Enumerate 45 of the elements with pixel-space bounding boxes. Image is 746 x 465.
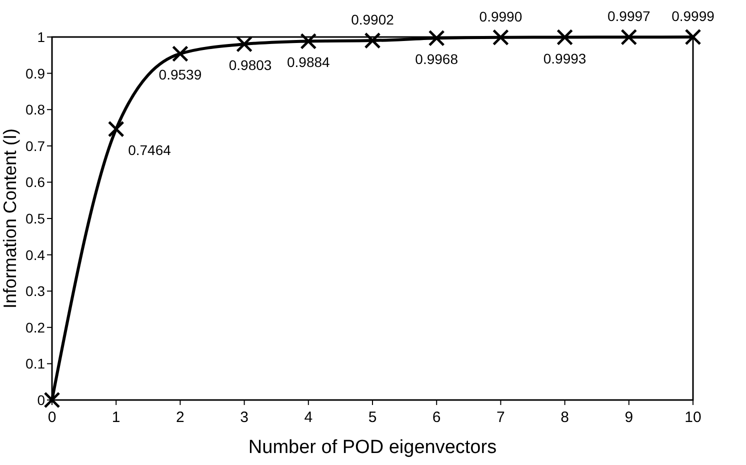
point: [556, 29, 574, 46]
x-tick-label: 7: [496, 409, 505, 426]
y-tick-label: 0.7: [26, 138, 46, 154]
point: [108, 120, 124, 138]
text: 0.9884: [286, 54, 330, 70]
text: 0.9902: [351, 12, 394, 28]
x-tick-label: 5: [368, 409, 377, 426]
x-tick-label: 1: [112, 409, 120, 426]
text: 0.9803: [228, 57, 272, 74]
x-tick-label: 4: [304, 409, 313, 426]
x-tick-label: 3: [240, 409, 248, 426]
x-tick-label: 10: [684, 409, 702, 426]
y-tick-label: 0.6: [26, 174, 46, 190]
y-tick-label: 0.1: [26, 356, 46, 372]
text: 0.9997: [607, 8, 650, 24]
x-tick-label: 8: [560, 409, 569, 426]
point: [492, 29, 509, 46]
point: [620, 28, 638, 46]
text: 0.9968: [415, 51, 458, 68]
y-tick-label: 0.2: [26, 319, 46, 336]
y-axis-title: Information Content (I): [0, 128, 20, 309]
point: [428, 30, 445, 46]
point: [172, 45, 188, 62]
y-tick-label: 0: [37, 392, 46, 408]
y-tick-label: 0.9: [26, 65, 46, 82]
text: 0.9999: [672, 8, 714, 24]
point: [236, 36, 253, 52]
point: [364, 32, 381, 49]
point: [300, 32, 317, 50]
x-tick-label: 6: [432, 409, 441, 426]
y-tick-label: 0.8: [26, 102, 46, 118]
y-tick-label: 0.4: [26, 246, 46, 263]
x-tick-label: 0: [48, 409, 56, 426]
text: 0.9990: [479, 8, 522, 24]
point: [684, 28, 702, 46]
x-tick-label: 2: [176, 409, 184, 426]
y-tick-label: 0.3: [26, 283, 46, 300]
y-tick-label: 0.5: [26, 210, 46, 226]
point: [44, 392, 60, 408]
text: 0.9993: [543, 50, 586, 66]
text: 0.7464: [128, 142, 171, 158]
text: 0.9539: [158, 66, 202, 83]
x-tick-label: 9: [624, 409, 634, 426]
y-tick-label: 1: [37, 29, 46, 45]
x-axis-title: Number of POD eigenvectors: [248, 437, 497, 458]
